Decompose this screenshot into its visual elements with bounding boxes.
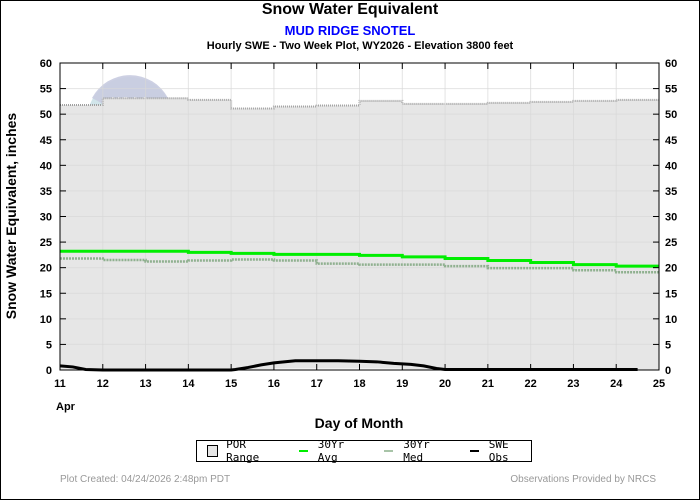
y-tick-label-left: 45 (40, 135, 52, 147)
x-tick-label: 21 (482, 378, 494, 390)
y-tick-label-left: 30 (40, 212, 52, 224)
x-tick-label: 22 (525, 378, 537, 390)
por-range-swatch-icon (207, 445, 219, 457)
y-tick-label-right: 50 (665, 109, 677, 121)
y-tick-label-left: 20 (40, 263, 52, 275)
y-tick-label-right: 55 (665, 84, 677, 96)
y-tick-label-right: 25 (665, 237, 677, 249)
med-line-swatch-icon (384, 450, 394, 452)
legend-label: 30Yr Med (403, 438, 430, 464)
gridlines (60, 63, 659, 370)
series-30yr-med-line (60, 257, 659, 274)
x-tick-label: 18 (353, 378, 365, 390)
station-name: MUD RIDGE SNOTEL (284, 23, 416, 38)
y-tick-label-left: 0 (46, 365, 52, 377)
x-tick-label: 23 (567, 378, 579, 390)
avg-line-swatch-icon (298, 450, 308, 452)
data-provider-credit: Observations Provided by NRCS (510, 474, 656, 485)
y-tick-label-left: 15 (40, 288, 52, 300)
legend-label: 30Yr Avg (317, 438, 345, 464)
y-tick-label-left: 55 (40, 84, 52, 96)
y-tick-label-left: 10 (40, 314, 52, 326)
x-tick-label: 20 (439, 378, 451, 390)
y-tick-label-left: 60 (40, 58, 52, 70)
x-axis-month-label: Apr (56, 401, 76, 413)
y-tick-label-left: 35 (40, 186, 52, 198)
legend-label: POR Range (226, 438, 260, 464)
y-axis-title: Snow Water Equivalent, inches (3, 113, 19, 320)
x-tick-label: 13 (139, 378, 151, 390)
y-tick-label-right: 40 (665, 160, 677, 172)
x-axis-title: Day of Month (315, 415, 404, 431)
y-tick-label-right: 20 (665, 263, 677, 275)
y-tick-label-right: 35 (665, 186, 677, 198)
y-tick-label-right: 0 (665, 365, 671, 377)
plot-created-timestamp: Plot Created: 04/24/2026 2:48pm PDT (60, 474, 231, 485)
x-tick-label: 25 (653, 378, 665, 390)
y-tick-label-left: 50 (40, 109, 52, 121)
legend-item-30yr-avg: 30Yr Avg (298, 438, 367, 464)
chart-description: Hourly SWE - Two Week Plot, WY2026 - Ele… (206, 40, 514, 52)
y-tick-label-left: 40 (40, 160, 52, 172)
legend-item-por-range: POR Range (207, 438, 281, 464)
obs-line-swatch-icon (469, 450, 479, 452)
x-tick-label: 19 (396, 378, 408, 390)
x-tick-label: 12 (97, 378, 109, 390)
chart-legend: POR Range 30Yr Avg 30Yr Med SWE Obs (196, 438, 532, 464)
y-tick-label-right: 60 (665, 58, 677, 70)
x-tick-label: 17 (311, 378, 323, 390)
x-tick-label: 16 (268, 378, 280, 390)
y-tick-label-right: 15 (665, 288, 677, 300)
y-tick-label-left: 25 (40, 237, 52, 249)
x-tick-label: 11 (54, 378, 66, 390)
y-tick-label-right: 45 (665, 135, 677, 147)
y-tick-label-right: 30 (665, 212, 677, 224)
series-30yr-avg-line (60, 249, 659, 268)
legend-label: SWE Obs (488, 438, 509, 464)
y-tick-label-right: 5 (665, 339, 671, 351)
legend-item-30yr-med: 30Yr Med (384, 438, 452, 464)
x-tick-label: 14 (182, 378, 195, 390)
y-tick-label-right: 10 (665, 314, 677, 326)
chart-title: Snow Water Equivalent (261, 1, 439, 18)
y-tick-label-left: 5 (46, 339, 52, 351)
legend-item-swe-obs: SWE Obs (469, 438, 531, 464)
x-tick-label: 15 (225, 378, 237, 390)
x-tick-label: 24 (610, 378, 623, 390)
